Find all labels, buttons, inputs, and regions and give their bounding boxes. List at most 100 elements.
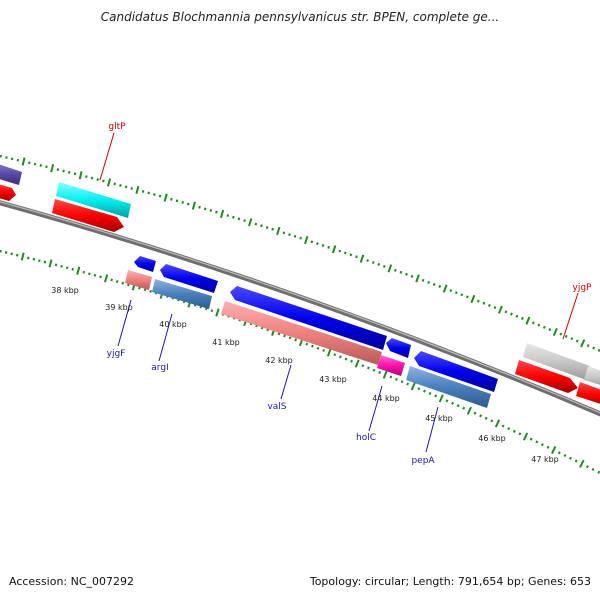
minor-tick bbox=[65, 266, 69, 270]
minor-tick bbox=[382, 264, 386, 268]
minor-tick bbox=[232, 215, 235, 219]
minor-tick bbox=[570, 337, 574, 341]
gene-feature-valS-salmon[interactable] bbox=[221, 301, 382, 365]
gene-feature-gltP-cyan[interactable] bbox=[56, 182, 131, 218]
minor-tick bbox=[226, 214, 230, 217]
reverse-strand-features bbox=[125, 256, 498, 408]
minor-tick bbox=[283, 334, 286, 338]
minor-tick bbox=[153, 193, 156, 196]
minor-tick bbox=[465, 295, 469, 299]
gene-feature-yjgF-blue[interactable] bbox=[134, 256, 156, 272]
minor-tick bbox=[305, 342, 309, 346]
major-tick bbox=[415, 274, 420, 283]
accession-text: Accession: NC_007292 bbox=[9, 575, 135, 588]
minor-tick bbox=[187, 202, 190, 206]
major-tick bbox=[276, 226, 281, 236]
minor-tick bbox=[542, 325, 546, 329]
kbp-label: 44 kbp bbox=[372, 394, 400, 403]
minor-tick bbox=[158, 194, 162, 198]
minor-tick bbox=[394, 268, 397, 272]
minor-tick bbox=[5, 156, 8, 159]
major-tick bbox=[215, 308, 220, 317]
major-tick bbox=[382, 370, 388, 379]
gene-feature-blue-small[interactable] bbox=[386, 338, 411, 358]
major-tick bbox=[331, 245, 337, 254]
minor-tick bbox=[175, 199, 179, 203]
minor-tick bbox=[68, 170, 71, 174]
minor-tick bbox=[93, 273, 97, 277]
minor-tick bbox=[482, 301, 486, 305]
minor-tick bbox=[56, 168, 60, 172]
minor-tick bbox=[243, 219, 246, 222]
gene-label-pepA[interactable]: pepA bbox=[411, 456, 435, 466]
minor-tick bbox=[110, 278, 113, 282]
kbp-label: 42 kbp bbox=[265, 356, 293, 365]
gene-feature-red-left[interactable] bbox=[0, 183, 16, 201]
gene-feature-gltP-red[interactable] bbox=[52, 199, 124, 232]
gene-feature-gray-right[interactable] bbox=[584, 366, 600, 388]
minor-tick bbox=[27, 256, 30, 260]
minor-tick bbox=[141, 190, 145, 193]
minor-tick bbox=[592, 346, 596, 350]
minor-tick bbox=[564, 334, 568, 338]
minor-tick bbox=[563, 453, 567, 458]
minor-tick bbox=[557, 451, 561, 455]
major-tick bbox=[78, 171, 83, 180]
gene-feature-purple[interactable] bbox=[0, 163, 22, 185]
gene-feature-yjgF-salmon[interactable] bbox=[125, 270, 152, 290]
gene-label-argI[interactable]: argI bbox=[151, 363, 168, 373]
minor-tick bbox=[473, 411, 477, 415]
outer-tick-track bbox=[0, 154, 600, 352]
minor-tick bbox=[4, 251, 8, 254]
gene-label-valS[interactable]: valS bbox=[267, 402, 286, 412]
minor-tick bbox=[575, 339, 579, 343]
genome-backbone bbox=[0, 200, 600, 417]
minor-tick bbox=[460, 293, 464, 297]
gene-feature-pepA-steel[interactable] bbox=[406, 366, 491, 408]
major-tick bbox=[50, 164, 55, 173]
minor-tick bbox=[445, 399, 449, 403]
minor-tick bbox=[16, 158, 20, 162]
minor-tick bbox=[372, 368, 376, 372]
minor-tick bbox=[476, 299, 480, 303]
gene-feature-holC-pink[interactable] bbox=[377, 355, 405, 376]
gene-feature-valS-blue[interactable] bbox=[230, 286, 387, 350]
minor-tick bbox=[339, 355, 342, 359]
minor-tick bbox=[15, 253, 19, 257]
major-tick bbox=[163, 193, 168, 202]
gene-feature-yjgP-gray[interactable] bbox=[523, 343, 590, 380]
gene-label-yjgP[interactable]: yjgP bbox=[573, 283, 593, 293]
minor-tick bbox=[288, 233, 291, 236]
minor-tick bbox=[271, 227, 274, 231]
major-tick bbox=[354, 359, 360, 368]
gene-feature-red-right[interactable] bbox=[576, 382, 600, 407]
minor-tick bbox=[540, 443, 544, 447]
kbp-label: 41 kbp bbox=[212, 338, 240, 347]
gene-label-gltP[interactable]: gltP bbox=[108, 122, 126, 132]
minor-tick bbox=[316, 346, 320, 350]
minor-tick bbox=[130, 186, 133, 190]
minor-tick bbox=[454, 291, 458, 295]
minor-tick bbox=[355, 255, 358, 259]
major-tick bbox=[359, 254, 365, 263]
minor-tick bbox=[417, 387, 421, 391]
minor-tick bbox=[10, 252, 13, 256]
minor-tick bbox=[569, 456, 572, 460]
gene-label-yjgF[interactable]: yjgF bbox=[107, 349, 126, 359]
minor-tick bbox=[88, 272, 91, 276]
gene-label-holC[interactable]: holC bbox=[356, 433, 376, 443]
minor-tick bbox=[322, 348, 325, 352]
gene-feature-argI-steel[interactable] bbox=[152, 279, 212, 309]
minor-tick bbox=[82, 270, 86, 274]
gene-feature-argI-blue[interactable] bbox=[160, 264, 218, 293]
gene-feature-pepA-blue[interactable] bbox=[414, 351, 498, 392]
gene-feature-yjgP-red[interactable] bbox=[515, 360, 578, 393]
minor-tick bbox=[39, 164, 42, 167]
minor-tick bbox=[327, 245, 330, 249]
minor-tick bbox=[512, 429, 516, 433]
minor-tick bbox=[45, 165, 48, 169]
minor-tick bbox=[531, 321, 535, 325]
kbp-label: 47 kbp bbox=[531, 455, 559, 464]
minor-tick bbox=[43, 260, 47, 264]
minor-tick bbox=[586, 465, 589, 469]
